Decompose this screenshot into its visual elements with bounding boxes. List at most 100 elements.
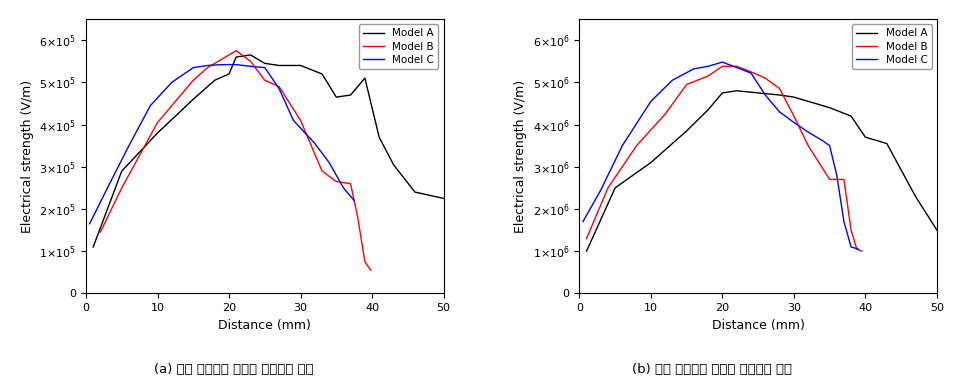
Model C [831,173,842,178]
Model A [910,194,922,199]
Model B [802,143,814,148]
Model B [631,143,642,148]
Model B [760,76,771,80]
Model C [773,110,785,114]
Model B [838,177,850,182]
Model C [717,60,728,64]
Model B [230,48,242,53]
Model B [746,69,757,74]
Model C [838,219,850,224]
Model C [688,67,700,71]
Model A [388,162,400,167]
Model A [245,53,256,57]
Model A [409,190,421,194]
Legend: Model A, Model B, Model C: Model A, Model B, Model C [358,24,439,69]
Model A [717,91,728,95]
Model B [851,247,862,251]
Model C [144,103,156,108]
Model A [752,91,764,95]
Model C [216,62,228,67]
Model C [853,247,864,251]
Model C [666,78,678,83]
Model B [788,114,799,118]
Model B [681,82,692,87]
Model C [788,120,799,125]
Model B [602,186,614,190]
Model B [202,65,213,70]
Model C [760,93,771,97]
Model B [345,181,357,186]
Text: (b) 우측 곡면실드 표면의 최대전계 강도: (b) 우측 곡면실드 표면의 최대전계 강도 [632,363,793,376]
Line: Model B: Model B [100,51,371,270]
Model A [802,99,814,104]
Model B [331,179,342,184]
Model C [84,221,96,226]
Model B [359,259,371,264]
Model A [859,135,871,139]
Model C [577,219,589,224]
Line: Model B: Model B [587,66,861,251]
Model C [259,65,271,70]
Model A [581,249,593,253]
Model A [152,131,163,135]
Model A [316,72,328,76]
Model C [617,143,628,148]
Model C [230,62,242,67]
Line: Model A: Model A [587,91,937,251]
Model A [931,228,943,232]
Model B [365,268,377,272]
Model A [773,93,785,97]
Model C [816,138,828,143]
Model A [230,55,242,59]
Line: Model C: Model C [583,62,858,249]
Model B [259,78,271,83]
Model B [316,169,328,173]
Legend: Model A, Model B, Model C: Model A, Model B, Model C [853,24,932,69]
Model C [309,141,320,146]
Model A [187,97,199,101]
Model B [152,120,163,125]
Model B [703,74,714,78]
Y-axis label: Electrical strength (V/m): Electrical strength (V/m) [21,80,33,233]
Model A [609,186,620,190]
Model B [660,112,671,116]
Model A [824,106,836,110]
Model A [681,129,692,133]
Model B [845,228,857,232]
Model B [773,86,785,91]
Line: Model C: Model C [90,65,354,224]
Model A [438,196,449,201]
Model C [101,186,113,190]
Model C [245,64,256,69]
Model C [337,186,349,190]
Model B [352,215,363,220]
Model A [845,114,857,118]
Model A [209,78,221,83]
Model A [359,76,371,80]
Model C [731,65,743,70]
Model C [166,80,178,85]
Model B [95,230,106,234]
Model A [87,245,98,249]
Model C [845,245,857,249]
Model A [374,135,385,139]
X-axis label: Distance (mm): Distance (mm) [218,319,312,331]
Model C [802,130,814,134]
Model B [273,84,285,89]
Model C [703,64,714,69]
X-axis label: Distance (mm): Distance (mm) [711,319,805,331]
Model B [731,64,743,69]
Model C [288,118,299,123]
Model A [331,95,342,99]
Y-axis label: Electrical strength (V/m): Electrical strength (V/m) [514,80,527,233]
Model C [746,71,757,75]
Model A [645,160,657,165]
Model C [824,143,836,148]
Line: Model A: Model A [93,55,444,247]
Model A [224,72,235,76]
Model A [731,88,743,93]
Model C [123,143,135,148]
Text: (a) 좌측 곡면실드 표면의 최대전계 강도: (a) 좌측 곡면실드 표면의 최대전계 강도 [155,363,314,376]
Model C [202,63,213,68]
Model C [348,198,359,203]
